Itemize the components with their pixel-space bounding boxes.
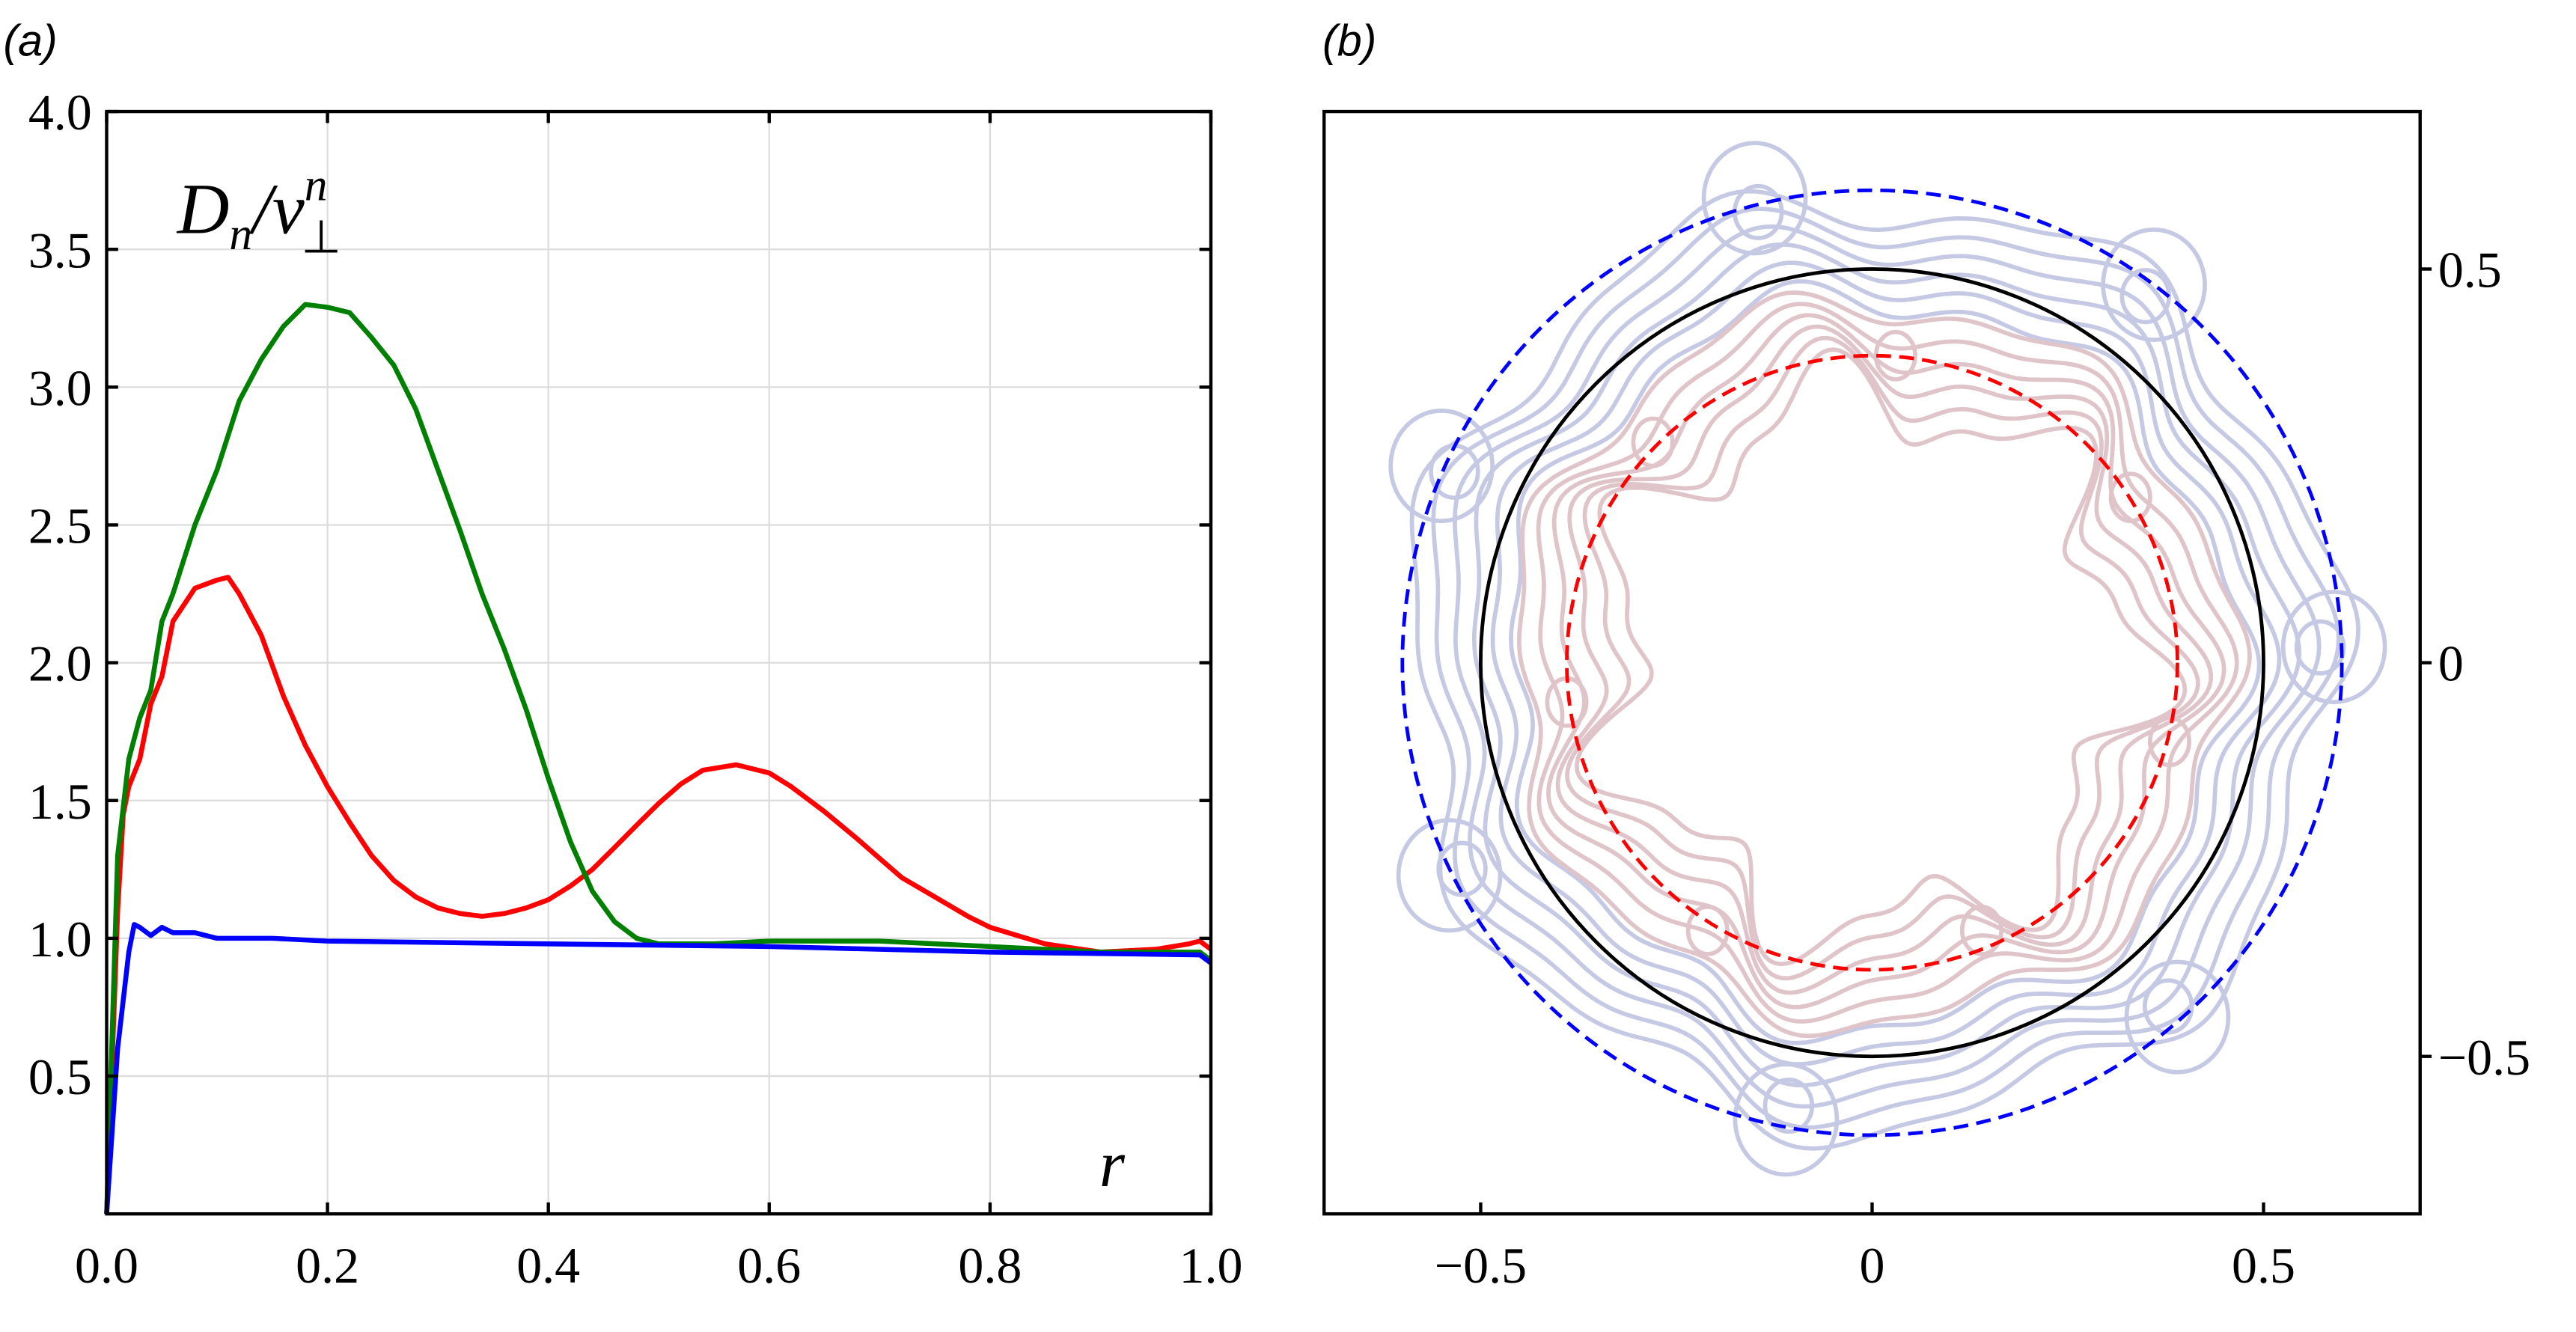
series-line-0 [104, 575, 1212, 1215]
x-tick-label: 0.8 [958, 1237, 1022, 1294]
inner-lobe-contour [1873, 329, 1917, 382]
inner-contour [1536, 302, 2239, 1024]
y-tick-label: 1.5 [28, 773, 92, 830]
inner-lobe-contour [1545, 676, 1589, 728]
outer-contour [1509, 279, 2262, 1045]
tick-marks [105, 109, 1213, 1215]
inner-contour [1565, 335, 2200, 981]
vortex-contour [2124, 959, 2231, 1075]
vortex-contour [1733, 1062, 1840, 1177]
inner-contour [1546, 313, 2226, 1009]
vortex-contour [1436, 840, 1488, 897]
series-line-1 [104, 302, 1212, 1215]
vortex-contour [1701, 141, 1808, 256]
vortex-contour [1388, 409, 1495, 524]
x-tick-labels: −0.5 0 0.5 [1435, 1237, 2295, 1294]
outer-contour [1471, 242, 2302, 1088]
inner-lobe-contour [1685, 904, 1730, 956]
y-tick-label: 2.5 [28, 498, 92, 555]
x-tick-label: −0.5 [1435, 1237, 1527, 1294]
tick-marks [1479, 267, 2432, 1215]
vortex-contour [1396, 818, 1503, 933]
inner-lobe-contour [2147, 715, 2191, 768]
y-tick-labels: 0.5 1.0 1.5 2.0 2.5 3.0 3.5 4.0 [28, 84, 92, 1105]
inner-lobe-contour [1631, 416, 1675, 468]
x-tick-label: 0.5 [2232, 1237, 2295, 1294]
vortex-contour [1762, 1078, 1815, 1134]
x-axis-label: r [1099, 1128, 1126, 1200]
x-tick-label: 0.0 [75, 1237, 138, 1294]
y-tick-label: 0 [2438, 635, 2464, 692]
inner-contour [1555, 324, 2214, 995]
y-tick-label: −0.5 [2438, 1029, 2530, 1086]
vortex-contour [2142, 978, 2194, 1035]
series-lines [104, 302, 1212, 1215]
y-tick-label: 3.0 [28, 359, 92, 416]
panel-a: (a) 0.0 0.2 0.4 0.6 0.8 1.0 0.5 1.0 1.5 2.0 2.5 3.… [3, 16, 1242, 1295]
y-tick-label: 0.5 [2438, 242, 2502, 299]
y-tick-label: 2.0 [28, 635, 92, 692]
outer-contour [1431, 207, 2341, 1130]
panel-b: (b) −0.5 0 0.5 −0.5 0 0.5 [1322, 16, 2530, 1294]
inner-contour [1517, 290, 2252, 1039]
x-tick-label: 0 [1859, 1237, 1884, 1294]
inner-lobe-contour [1959, 904, 2003, 956]
y-tick-labels: −0.5 0 0.5 [2438, 242, 2530, 1086]
inner-lobe-contour [2108, 471, 2152, 524]
circle-r-0.39 [1565, 353, 2179, 972]
circle-r-0.5 [1479, 267, 2265, 1059]
x-tick-labels: 0.0 0.2 0.4 0.6 0.8 1.0 [75, 1237, 1242, 1294]
y-tick-label: 1.0 [28, 911, 92, 968]
contour-lines [1388, 141, 2387, 1177]
x-tick-label: 0.4 [516, 1237, 580, 1294]
inner-contour [1574, 347, 2188, 967]
vortex-contour [2280, 590, 2387, 705]
vortex-contour [2101, 227, 2207, 343]
y-tick-label: 4.0 [28, 84, 92, 141]
series-line-2 [104, 922, 1212, 1215]
x-tick-label: 0.6 [737, 1237, 801, 1294]
x-tick-label: 0.2 [296, 1237, 359, 1294]
panel-a-label: (a) [3, 16, 57, 66]
reference-circles [1400, 188, 2344, 1137]
outer-contour [1453, 224, 2322, 1109]
y-tick-label: 0.5 [28, 1048, 92, 1105]
vortex-contour [2294, 619, 2346, 676]
y-tick-label: 3.5 [28, 222, 92, 278]
outer-contour [1409, 189, 2360, 1151]
x-tick-label: 1.0 [1179, 1237, 1242, 1294]
circle-r-0.6 [1400, 188, 2344, 1137]
y-axis-label: Dn/νn ⊥ [176, 159, 341, 263]
panel-b-label: (b) [1322, 16, 1376, 66]
